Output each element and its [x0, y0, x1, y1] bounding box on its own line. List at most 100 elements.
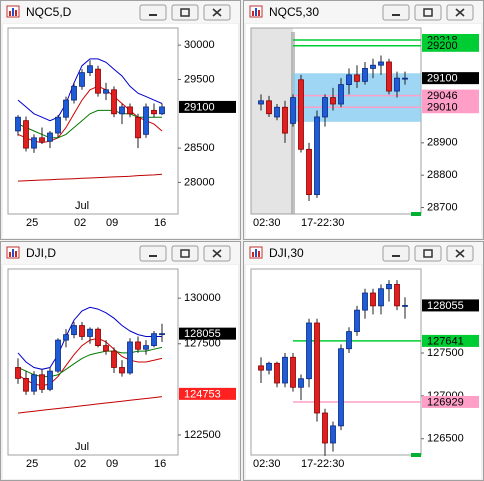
candle-body	[362, 68, 368, 82]
candle-body	[151, 109, 157, 115]
price-label: 29200	[427, 40, 458, 52]
y-tick-label: 127500	[184, 338, 221, 350]
candle-body	[23, 120, 29, 149]
window-icon	[249, 5, 263, 18]
minimize-button[interactable]	[382, 4, 410, 21]
candle-body	[79, 72, 85, 87]
button-face	[414, 245, 442, 262]
icon-bar	[252, 11, 254, 16]
plot-frame	[7, 268, 179, 456]
close-button[interactable]	[203, 4, 231, 21]
month-label: Jul	[75, 200, 89, 212]
window-title: DJI,30	[269, 246, 304, 260]
candle-body	[55, 339, 61, 372]
window-icon	[6, 5, 20, 18]
candle-body	[370, 292, 376, 307]
candle-body	[346, 74, 352, 86]
candle-body	[266, 362, 272, 371]
close-button[interactable]	[446, 245, 474, 262]
window-title: NQC5,D	[26, 5, 72, 19]
candle-body	[55, 116, 61, 134]
price-label-box	[179, 100, 236, 113]
price-label-box	[422, 89, 479, 102]
candle-body	[127, 341, 133, 374]
icon-bar	[12, 8, 14, 16]
price-label: 127641	[427, 335, 464, 347]
window-title: NQC5,30	[269, 5, 319, 19]
candle-body	[274, 362, 280, 384]
scroll-marker	[411, 453, 421, 457]
y-tick-label: 127500	[427, 347, 464, 359]
y-tick-label: 130000	[184, 292, 221, 304]
close-button[interactable]	[203, 245, 231, 262]
minimize-button[interactable]	[139, 4, 167, 21]
y-tick-label: 30000	[184, 39, 215, 51]
price-label-box	[422, 72, 479, 85]
candle-body	[322, 97, 328, 118]
price-label: 29100	[184, 101, 215, 113]
candle-body	[95, 68, 101, 94]
x-tick-label: 17-22:30	[301, 458, 344, 470]
window-icon	[249, 246, 263, 259]
candle-body	[290, 97, 296, 124]
window-title: DJI,D	[26, 246, 56, 260]
candle-body	[103, 89, 109, 94]
price-label: 29100	[427, 73, 458, 85]
candle-body	[31, 374, 37, 392]
button-glyph	[423, 8, 433, 17]
restore-button[interactable]	[171, 245, 199, 262]
button-face	[382, 4, 410, 21]
restore-button[interactable]	[414, 245, 442, 262]
candle-body	[15, 116, 21, 132]
button-glyph	[392, 255, 400, 257]
x-tick-label: 25	[26, 458, 38, 470]
x-tick-label: 02	[74, 217, 86, 229]
candle-body	[290, 356, 296, 388]
x-tick-label: 02	[74, 458, 86, 470]
candle-body	[338, 348, 344, 427]
x-tick-label: 02:30	[253, 458, 281, 470]
y-tick-label: 28800	[427, 169, 458, 181]
icon-bar	[255, 249, 257, 257]
chart-area	[3, 24, 238, 238]
candle-body	[79, 325, 85, 337]
price-label: 128055	[184, 328, 221, 340]
y-tick-label: 28700	[427, 201, 458, 213]
y-tick-label: 28000	[184, 176, 215, 188]
close-button[interactable]	[446, 4, 474, 21]
x-tick-label: 25	[26, 217, 38, 229]
button-face	[139, 245, 167, 262]
minimize-button[interactable]	[382, 245, 410, 262]
candle-body	[330, 97, 336, 105]
x-tick-label: 16	[154, 217, 166, 229]
button-face	[171, 245, 199, 262]
restore-button[interactable]	[414, 4, 442, 21]
candle-body	[127, 106, 133, 115]
candle-body	[143, 345, 149, 350]
candle-body	[95, 328, 101, 346]
x-tick-label: 09	[106, 458, 118, 470]
candle-body	[362, 292, 368, 311]
month-label: Jul	[75, 441, 89, 453]
candle-body	[394, 77, 400, 92]
candle-body	[159, 106, 165, 115]
restore-button[interactable]	[171, 4, 199, 21]
icon-bar	[258, 10, 260, 16]
button-glyph	[212, 249, 222, 258]
icon-bar	[9, 11, 11, 16]
candle-body	[354, 74, 360, 82]
x-tick-label: 17-22:30	[301, 217, 344, 229]
price-label-box	[422, 101, 479, 114]
button-face	[414, 4, 442, 21]
button-face	[139, 4, 167, 21]
candle-body	[63, 99, 69, 118]
minimize-button[interactable]	[139, 245, 167, 262]
candle-body	[47, 132, 53, 142]
button-glyph	[455, 249, 465, 258]
candle-body	[346, 331, 352, 350]
candle-body	[298, 378, 304, 388]
candle-body	[87, 65, 93, 74]
candle-body	[143, 106, 149, 135]
